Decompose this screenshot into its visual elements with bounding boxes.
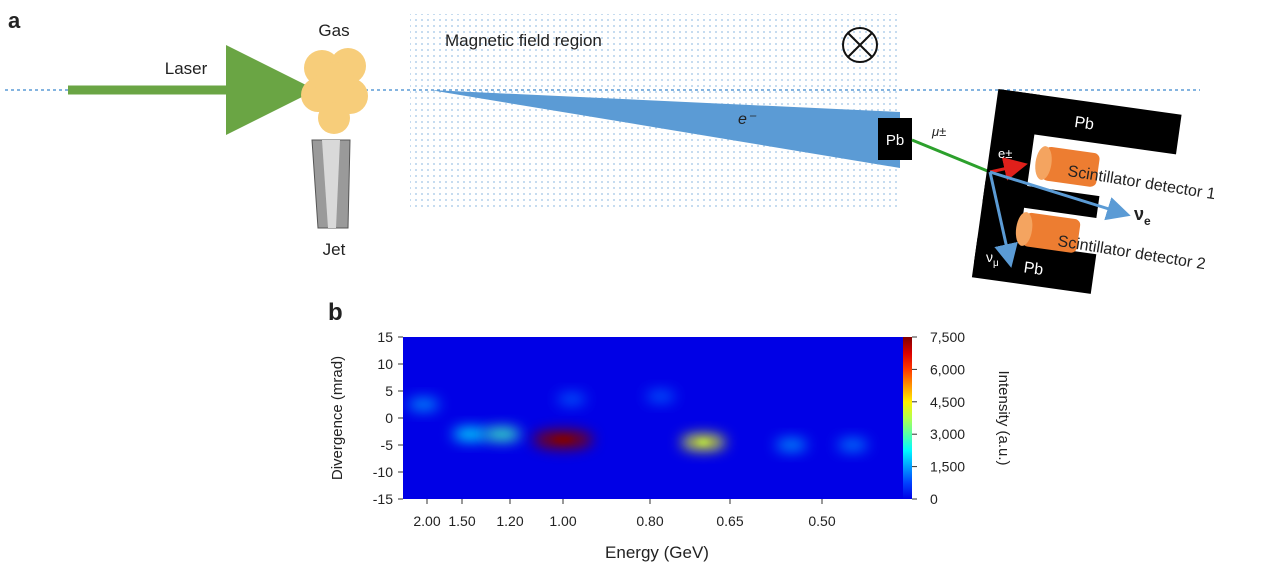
muon-path xyxy=(911,138,991,174)
y-tick-label: 0 xyxy=(385,410,393,426)
heatmap-background xyxy=(403,337,903,499)
panel-a: a Laser Gas Jet Magnetic field region e⁻… xyxy=(5,8,1217,294)
nu-subscript: μ xyxy=(993,258,999,269)
laser-label: Laser xyxy=(165,59,208,78)
x-tick-label: 0.65 xyxy=(716,513,743,529)
lead-label: Pb xyxy=(1073,114,1095,134)
gas-label: Gas xyxy=(318,21,349,40)
x-tick-label: 1.50 xyxy=(448,513,475,529)
electron-beam xyxy=(430,90,900,168)
colorbar-tick-label: 1,500 xyxy=(930,459,965,475)
nu-symbol: ν xyxy=(1134,204,1144,224)
colorbar-tick-label: 6,000 xyxy=(930,361,965,377)
nu-mu-arrow xyxy=(988,171,1018,268)
heatmap-core xyxy=(697,440,709,444)
heatmap-core xyxy=(553,436,573,443)
colorbar-label: Intensity (a.u.) xyxy=(995,370,1012,465)
heatmap-spot xyxy=(646,390,676,402)
colorbar-tick-label: 7,500 xyxy=(930,329,965,345)
y-axis-label: Divergence (mrad) xyxy=(329,356,346,480)
x-tick-label: 0.50 xyxy=(808,513,835,529)
positron-label: e± xyxy=(998,146,1012,161)
jet-label: Jet xyxy=(323,240,346,259)
jet-highlight xyxy=(322,140,340,228)
field-symbol xyxy=(842,27,878,63)
lead-label: Pb xyxy=(886,132,904,149)
colorbar xyxy=(903,337,912,499)
nu-subscript: e xyxy=(1144,214,1151,228)
nu-mu-label: νμ xyxy=(986,249,999,269)
gas-cloud xyxy=(301,48,368,134)
x-tick-label: 1.20 xyxy=(496,513,523,529)
nu-e-arrow xyxy=(989,170,1131,221)
x-axis-label: Energy (GeV) xyxy=(605,543,709,562)
heatmap-spot xyxy=(557,393,587,405)
heatmap-spot xyxy=(837,439,868,451)
positron-arrow xyxy=(989,157,1028,181)
x-tick-label: 2.00 xyxy=(413,513,440,529)
nu-symbol: ν xyxy=(986,249,993,265)
heatmap xyxy=(407,390,868,451)
x-tick-label: 1.00 xyxy=(549,513,576,529)
heatmap-spot xyxy=(483,427,521,441)
colorbar-tick-label: 3,000 xyxy=(930,426,965,442)
heatmap-spot xyxy=(407,398,440,411)
colorbar-tick-label: 0 xyxy=(930,491,938,507)
panel-b: b Energy (GeV) Divergence (mrad) Intensi… xyxy=(328,299,1012,562)
heatmap-spot xyxy=(452,428,488,441)
y-tick-label: 10 xyxy=(377,356,393,372)
electron-label: e⁻ xyxy=(738,111,757,128)
x-tick-label: 0.80 xyxy=(636,513,663,529)
panel-letter: a xyxy=(8,8,21,33)
y-tick-label: 5 xyxy=(385,383,393,399)
lead-label: Pb xyxy=(1023,259,1045,279)
heatmap-spot xyxy=(775,439,807,451)
colorbar-tick-label: 4,500 xyxy=(930,394,965,410)
y-tick-label: 15 xyxy=(377,329,393,345)
lead-target xyxy=(878,118,912,160)
y-tick-label: -15 xyxy=(373,491,393,507)
field-label: Magnetic field region xyxy=(445,31,602,50)
muon-label: μ± xyxy=(931,124,946,139)
y-tick-label: -10 xyxy=(373,464,393,480)
y-tick-label: -5 xyxy=(381,437,394,453)
nu-e-label: νe xyxy=(1134,204,1151,228)
panel-letter: b xyxy=(328,299,343,326)
lead-shield: Pb Pb xyxy=(971,89,1182,294)
